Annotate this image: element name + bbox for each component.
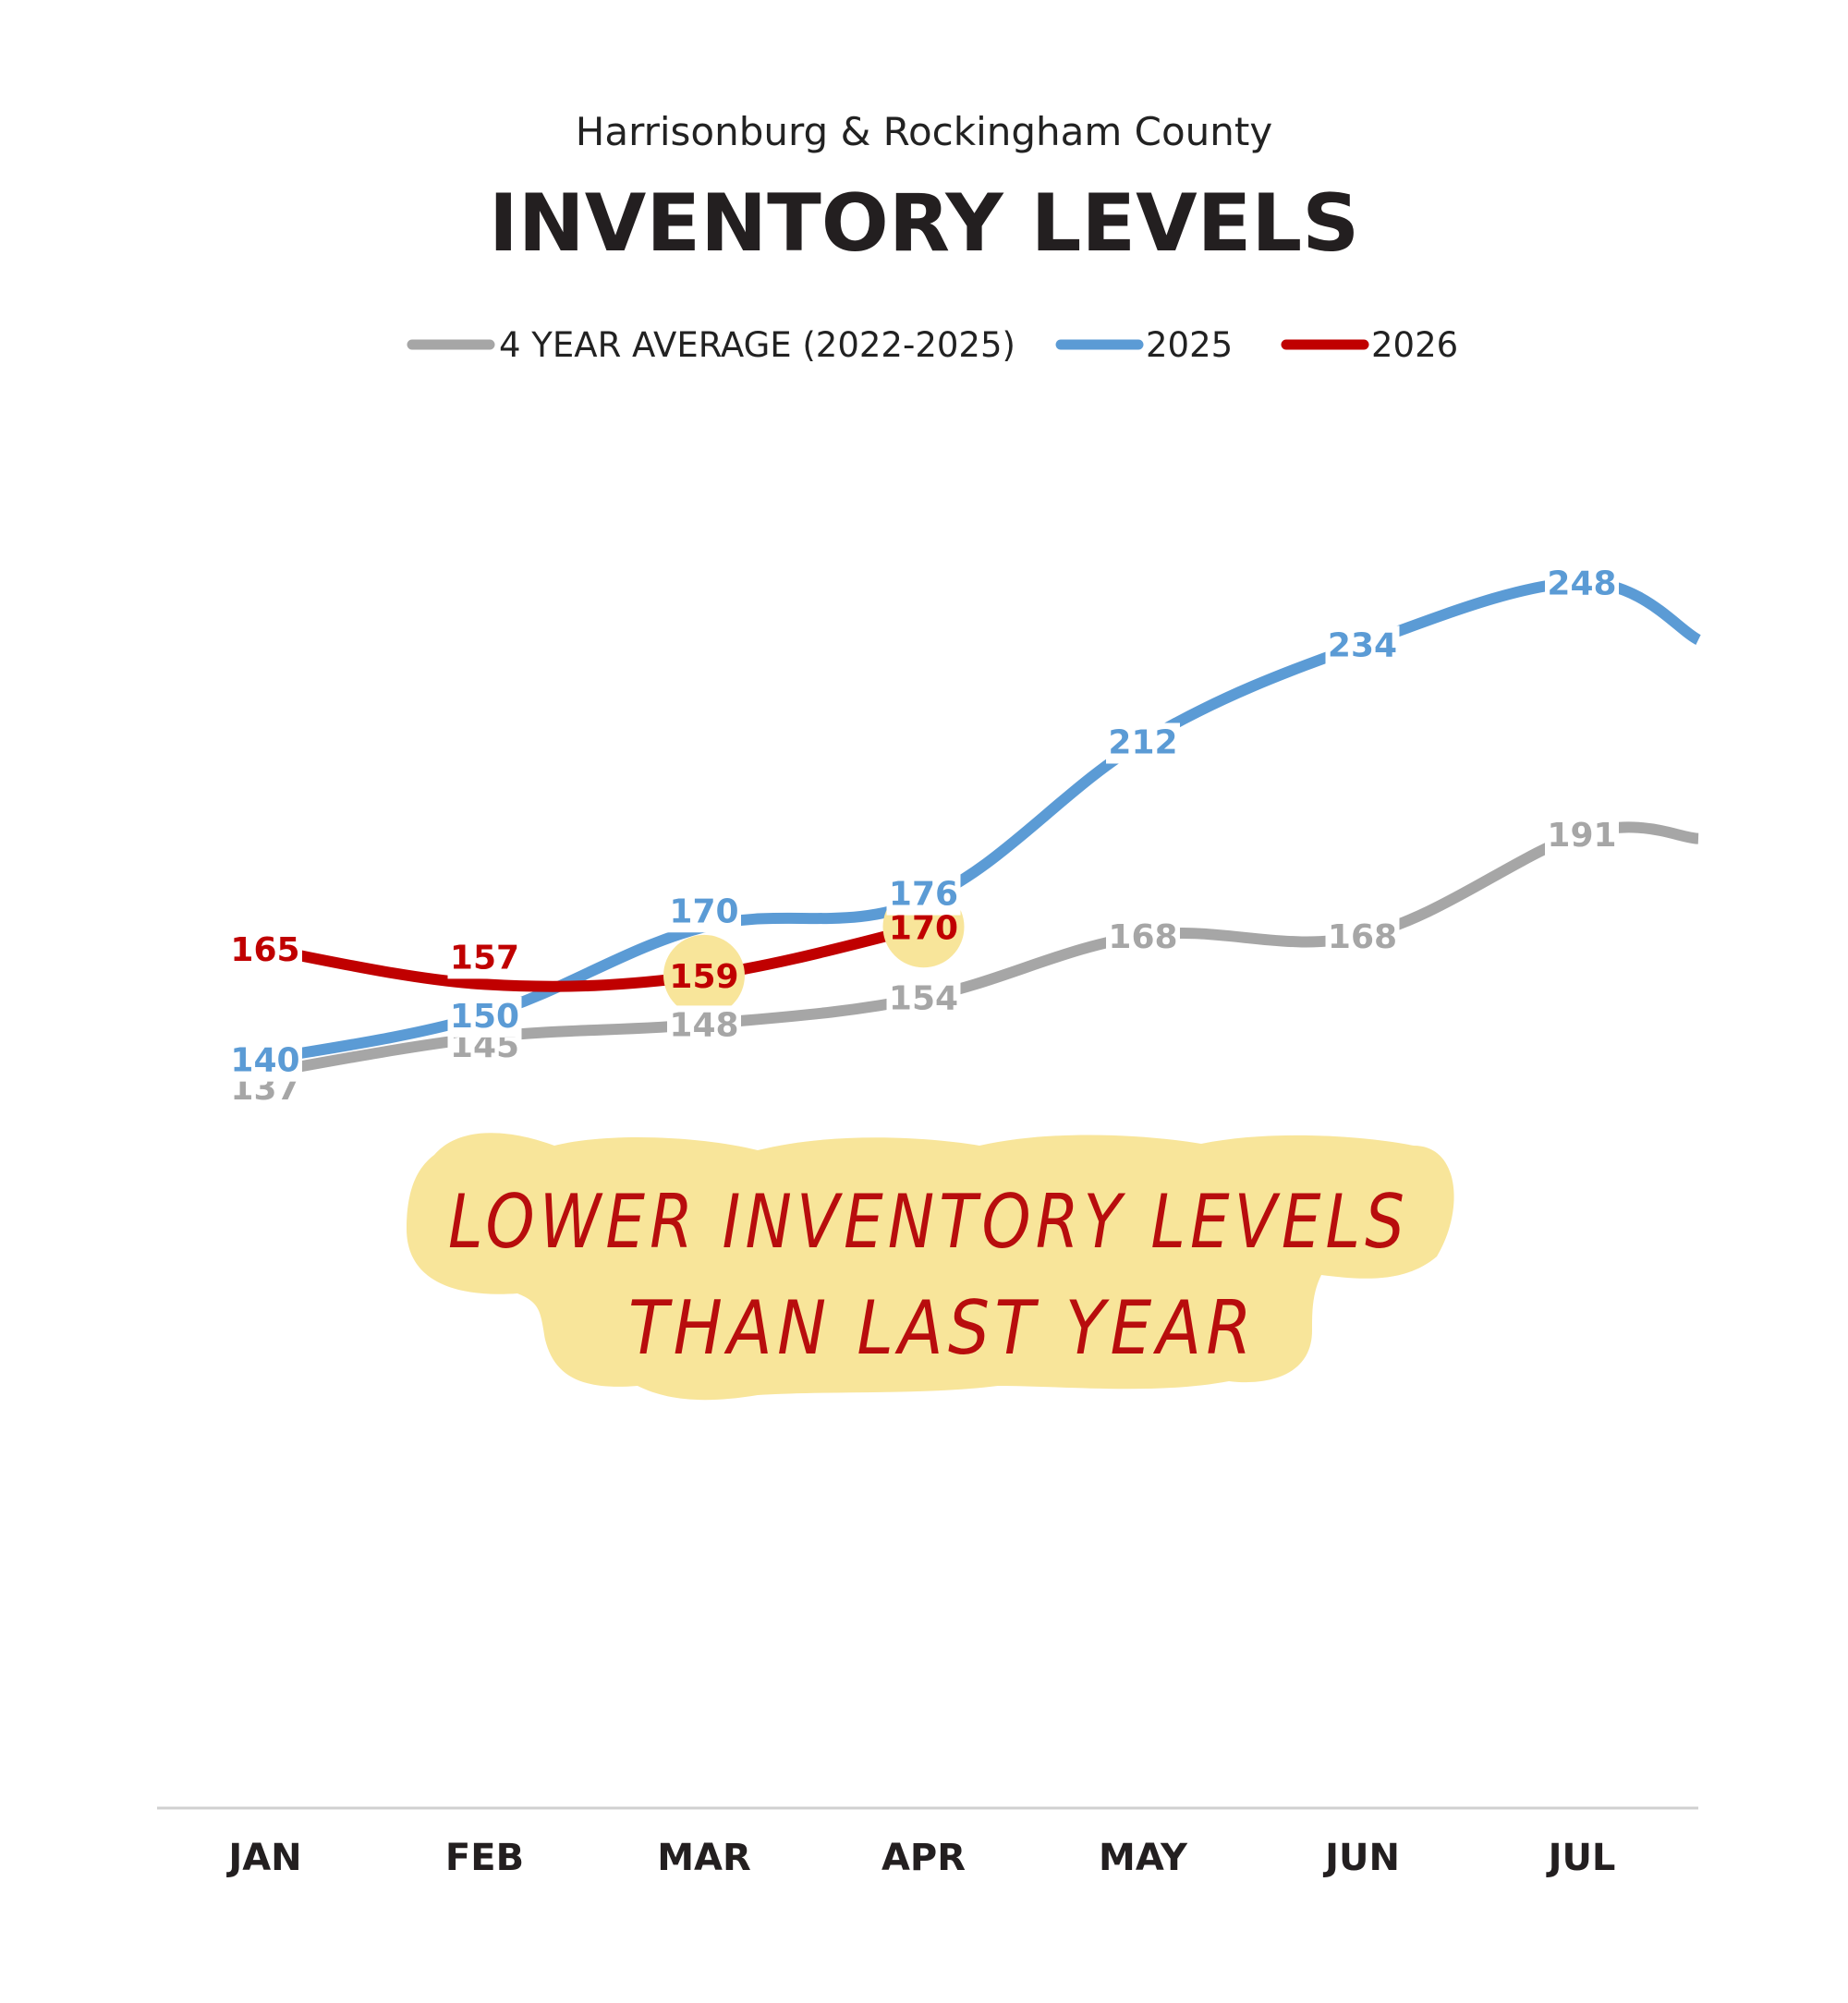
chart-title: INVENTORY LEVELS: [488, 177, 1360, 270]
data-label-y2025-mar: 170: [669, 892, 738, 930]
x-tick-label-apr: APR: [881, 1837, 966, 1879]
data-label-y2026-apr: 170: [889, 909, 958, 947]
label-halo: [886, 978, 961, 1020]
x-tick-label-feb: FEB: [445, 1837, 524, 1879]
label-halo: [886, 874, 961, 916]
annotation-highlight: [407, 1133, 1454, 1401]
annotation-line-2: THAN LAST YEAR: [628, 1285, 1257, 1371]
label-halo: [1325, 917, 1400, 958]
data-label-average-apr: 154: [889, 980, 958, 1018]
data-label-y2025-may: 212: [1108, 724, 1177, 762]
label-halo: [228, 1040, 302, 1082]
x-tick-label-jul: JUL: [1546, 1837, 1616, 1879]
data-label-average-jun: 168: [1328, 918, 1397, 956]
chart-legend: 4 YEAR AVERAGE (2022-2025) 2025 2026: [407, 325, 1458, 365]
legend-label-average: 4 YEAR AVERAGE (2022-2025): [499, 325, 1015, 365]
annotation-line-1: LOWER INVENTORY LEVELS: [448, 1179, 1409, 1265]
data-label-y2025-jun: 234: [1328, 626, 1397, 664]
label-halo: [228, 930, 302, 972]
label-halo: [447, 996, 522, 1038]
series-line-y2026: [264, 921, 925, 992]
label-halo: [1106, 722, 1180, 764]
data-label-average-jul: 191: [1547, 817, 1616, 855]
data-label-y2025-apr: 176: [889, 876, 958, 914]
x-tick-label-jan: JAN: [225, 1837, 301, 1879]
label-halo: [667, 892, 741, 933]
highlight-mar: [663, 934, 745, 1016]
label-halo: [1325, 625, 1400, 667]
data-label-average-mar: 148: [669, 1006, 738, 1044]
legend-label-y2026: 2026: [1371, 325, 1458, 365]
data-label-y2026-feb: 157: [450, 939, 519, 977]
x-tick-label-jun: JUN: [1322, 1837, 1400, 1879]
label-halo: [1545, 815, 1619, 856]
data-label-y2026-jan: 165: [230, 931, 299, 969]
x-axis-labels: JAN FEB MAR APR MAY JUN JUL: [225, 1837, 1615, 1879]
label-halo: [1545, 564, 1619, 605]
label-halo: [447, 938, 522, 979]
label-halo: [667, 1005, 741, 1047]
label-halo: [1106, 917, 1180, 958]
data-label-y2025-jan: 140: [230, 1042, 299, 1080]
legend-label-y2025: 2025: [1146, 325, 1233, 365]
annotation-callout: LOWER INVENTORY LEVELS THAN LAST YEAR: [407, 1133, 1454, 1401]
chart-subtitle: Harrisonburg & Rockingham County: [575, 109, 1273, 154]
data-label-y2025-feb: 150: [450, 998, 519, 1036]
x-tick-label-may: MAY: [1099, 1837, 1188, 1879]
x-tick-label-mar: MAR: [657, 1837, 751, 1879]
data-label-average-may: 168: [1108, 918, 1177, 956]
data-label-y2026-mar: 159: [669, 958, 738, 996]
data-label-y2025-jul: 248: [1547, 564, 1616, 602]
